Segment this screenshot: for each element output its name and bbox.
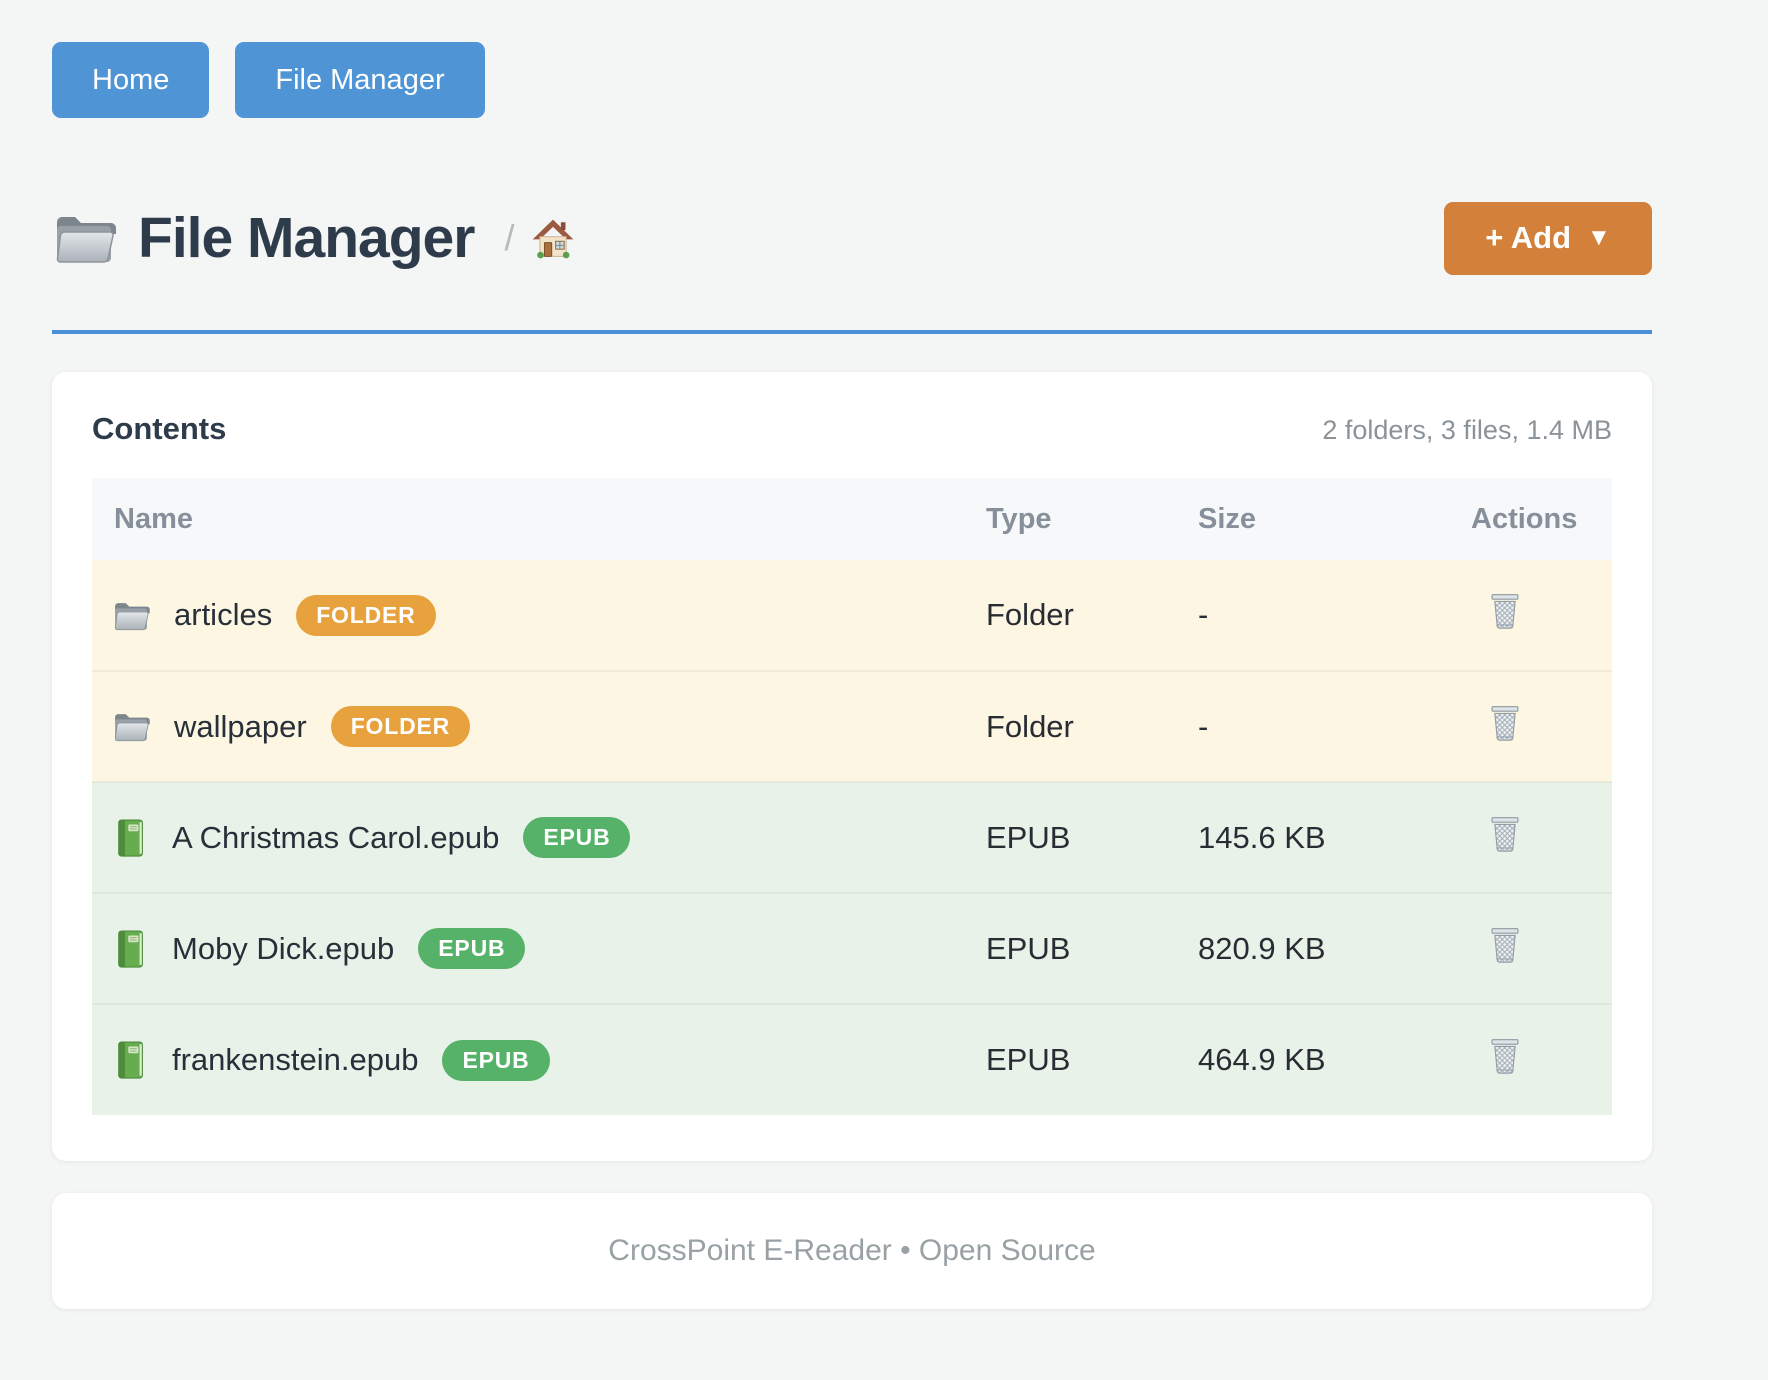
- breadcrumb-separator: /: [504, 217, 515, 258]
- size-cell: 820.9 KB: [1198, 892, 1469, 1004]
- type-badge: EPUB: [418, 928, 526, 969]
- column-header-type: Type: [986, 478, 1198, 560]
- breadcrumb: /: [504, 217, 574, 259]
- type-cell: EPUB: [986, 1003, 1198, 1115]
- table-row: articles FOLDER Folder -: [92, 560, 1612, 671]
- trash-icon: [1487, 924, 1523, 969]
- top-nav: Home File Manager: [52, 0, 1652, 118]
- column-header-name: Name: [92, 478, 986, 560]
- page-container: Home File Manager File Manager / + Add ▼…: [52, 0, 1652, 1309]
- footer-text: CrossPoint E-Reader • Open Source: [608, 1234, 1096, 1267]
- trash-icon: [1487, 702, 1523, 747]
- contents-card: Contents 2 folders, 3 files, 1.4 MB Name…: [52, 372, 1652, 1161]
- file-name-link[interactable]: articles: [174, 597, 273, 632]
- page-title: File Manager: [138, 206, 475, 270]
- type-cell: EPUB: [986, 781, 1198, 893]
- table-row: Moby Dick.epub EPUB EPUB 820.9 KB: [92, 892, 1612, 1004]
- file-manager-button[interactable]: File Manager: [235, 42, 485, 118]
- table-row: A Christmas Carol.epub EPUB EPUB 145.6 K…: [92, 781, 1612, 893]
- contents-heading: Contents: [92, 411, 227, 446]
- home-button[interactable]: Home: [52, 42, 210, 118]
- size-cell: 464.9 KB: [1198, 1003, 1469, 1115]
- file-name-link[interactable]: Moby Dick.epub: [172, 930, 395, 966]
- file-name-link[interactable]: wallpaper: [174, 708, 307, 744]
- file-name-link[interactable]: frankenstein.epub: [172, 1042, 419, 1077]
- delete-button[interactable]: [1487, 924, 1523, 969]
- type-badge: EPUB: [523, 817, 631, 858]
- size-cell: 145.6 KB: [1198, 781, 1469, 893]
- trash-icon: [1487, 813, 1523, 858]
- contents-summary: 2 folders, 3 files, 1.4 MB: [1322, 415, 1612, 445]
- green-book-icon: [112, 816, 148, 860]
- file-table-header: Name Type Size Actions: [92, 478, 1612, 560]
- green-book-icon: [112, 927, 148, 971]
- file-name-link[interactable]: A Christmas Carol.epub: [172, 819, 500, 855]
- table-row: frankenstein.epub EPUB EPUB 464.9 KB: [92, 1003, 1612, 1115]
- trash-icon: [1487, 590, 1523, 635]
- column-header-actions: Actions: [1469, 478, 1612, 560]
- type-badge: FOLDER: [330, 706, 471, 747]
- green-book-icon: [112, 1038, 148, 1082]
- type-cell: EPUB: [986, 892, 1198, 1004]
- type-cell: Folder: [986, 670, 1198, 782]
- caret-down-icon: ▼: [1587, 224, 1611, 251]
- title-group: File Manager /: [52, 205, 574, 271]
- size-cell: -: [1198, 597, 1209, 632]
- add-button-label: + Add: [1485, 220, 1572, 255]
- accent-divider: [52, 330, 1652, 334]
- folder-icon: [112, 710, 150, 743]
- delete-button[interactable]: [1487, 1035, 1523, 1080]
- page-header: File Manager / + Add ▼: [52, 196, 1652, 280]
- contents-card-header: Contents 2 folders, 3 files, 1.4 MB: [92, 412, 1612, 446]
- folder-icon: [112, 599, 150, 632]
- type-cell: Folder: [986, 597, 1074, 632]
- delete-button[interactable]: [1487, 590, 1523, 635]
- column-header-size: Size: [1198, 478, 1469, 560]
- type-badge: FOLDER: [296, 594, 436, 636]
- file-table: Name Type Size Actions articles FOLDER: [92, 478, 1612, 1115]
- trash-icon: [1487, 1035, 1523, 1080]
- add-button[interactable]: + Add ▼: [1444, 201, 1652, 275]
- house-icon[interactable]: [532, 217, 574, 259]
- delete-button[interactable]: [1487, 813, 1523, 858]
- page-footer: CrossPoint E-Reader • Open Source: [52, 1193, 1652, 1309]
- folder-icon: [52, 210, 116, 266]
- table-row: wallpaper FOLDER Folder -: [92, 670, 1612, 782]
- delete-button[interactable]: [1487, 702, 1523, 747]
- type-badge: EPUB: [442, 1039, 550, 1081]
- size-cell: -: [1198, 670, 1469, 782]
